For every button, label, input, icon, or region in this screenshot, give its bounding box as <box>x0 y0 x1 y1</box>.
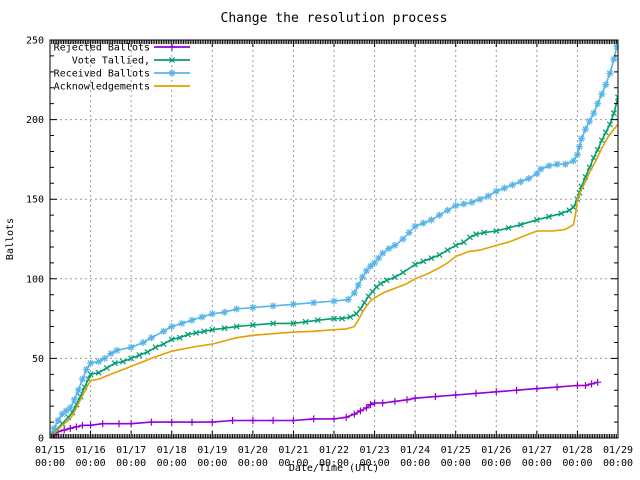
x-tick-label: 01/29 <box>603 445 633 456</box>
series-received-ballots <box>50 40 618 438</box>
y-tick-label: 200 <box>26 115 44 126</box>
y-tick-label: 250 <box>26 36 44 47</box>
y-axis-title: Ballots <box>5 218 16 260</box>
x-tick-label: 01/19 <box>197 445 227 456</box>
gridlines <box>50 40 618 438</box>
legend-entry: Acknowledgements <box>54 82 190 93</box>
legend-label: Acknowledgements <box>54 82 150 93</box>
x-tick-label: 01/28 <box>562 445 592 456</box>
x-tick-label: 01/20 <box>238 445 268 456</box>
y-tick-label: 0 <box>38 434 44 445</box>
legend-label: Received Ballots <box>54 69 150 80</box>
x-tick-label: 01/23 <box>360 445 390 456</box>
x-tick-sublabel: 00:00 <box>562 458 592 469</box>
series-vote-tallied <box>50 94 618 438</box>
legend-entry: Received Ballots <box>54 69 190 80</box>
x-tick-sublabel: 00:00 <box>603 458 633 469</box>
x-axis-title: Date/Time (UTC) <box>289 463 379 474</box>
x-tick-label: 01/17 <box>116 445 146 456</box>
series-line <box>50 123 618 438</box>
y-tick-label: 100 <box>26 274 44 285</box>
x-tick-sublabel: 00:00 <box>441 458 471 469</box>
minor-ticks <box>50 40 618 438</box>
x-tick-sublabel: 00:00 <box>278 458 308 469</box>
x-tick-label: 01/16 <box>76 445 106 456</box>
legend-entry: Rejected Ballots <box>54 43 190 54</box>
y-tick-label: 50 <box>32 354 44 365</box>
legend-label: Rejected Ballots <box>54 43 150 54</box>
x-tick-label: 01/26 <box>481 445 511 456</box>
legend: Rejected Ballots Vote Tallied, Received Ba… <box>54 43 190 93</box>
legend-entry: Vote Tallied, <box>72 56 190 67</box>
series-markers <box>50 40 618 438</box>
x-tick-sublabel: 00:00 <box>481 458 511 469</box>
legend-label: Vote Tallied, <box>72 56 150 67</box>
x-tick-sublabel: 00:00 <box>319 458 349 469</box>
chart-title: Change the resolution process <box>221 11 448 26</box>
x-tick-sublabel: 00:00 <box>157 458 187 469</box>
x-tick-sublabel: 00:00 <box>197 458 227 469</box>
series-markers <box>50 378 602 438</box>
x-tick-label: 01/22 <box>319 445 349 456</box>
series-markers <box>50 94 618 438</box>
x-tick-sublabel: 00:00 <box>238 458 268 469</box>
major-ticks <box>49 40 619 438</box>
x-tick-label: 01/27 <box>522 445 552 456</box>
x-tick-label: 01/24 <box>400 445 430 456</box>
series-acknowledgements <box>50 123 618 438</box>
x-tick-label: 01/15 <box>35 445 65 456</box>
x-tick-sublabel: 00:00 <box>360 458 390 469</box>
x-tick-label: 01/18 <box>157 445 187 456</box>
x-tick-sublabel: 00:00 <box>116 458 146 469</box>
tick-label-layer: 01/15 00:00 01/16 00:00 01/17 00:00 01/18 00:00… <box>26 36 633 470</box>
x-tick-label: 01/25 <box>441 445 471 456</box>
x-tick-sublabel: 00:00 <box>35 458 65 469</box>
x-tick-sublabel: 00:00 <box>522 458 552 469</box>
legend-marker-star <box>168 69 176 77</box>
series-layer <box>50 40 618 438</box>
legend-marker-cross <box>168 56 176 64</box>
y-tick-label: 150 <box>26 195 44 206</box>
x-tick-sublabel: 00:00 <box>76 458 106 469</box>
series-rejected-ballots <box>50 378 602 438</box>
x-tick-sublabel: 00:00 <box>400 458 430 469</box>
grid-layer <box>50 40 618 438</box>
x-tick-label: 01/21 <box>278 445 308 456</box>
legend-marker-plus <box>168 43 176 51</box>
tick-layer <box>49 40 619 438</box>
plot-border <box>49 39 619 439</box>
